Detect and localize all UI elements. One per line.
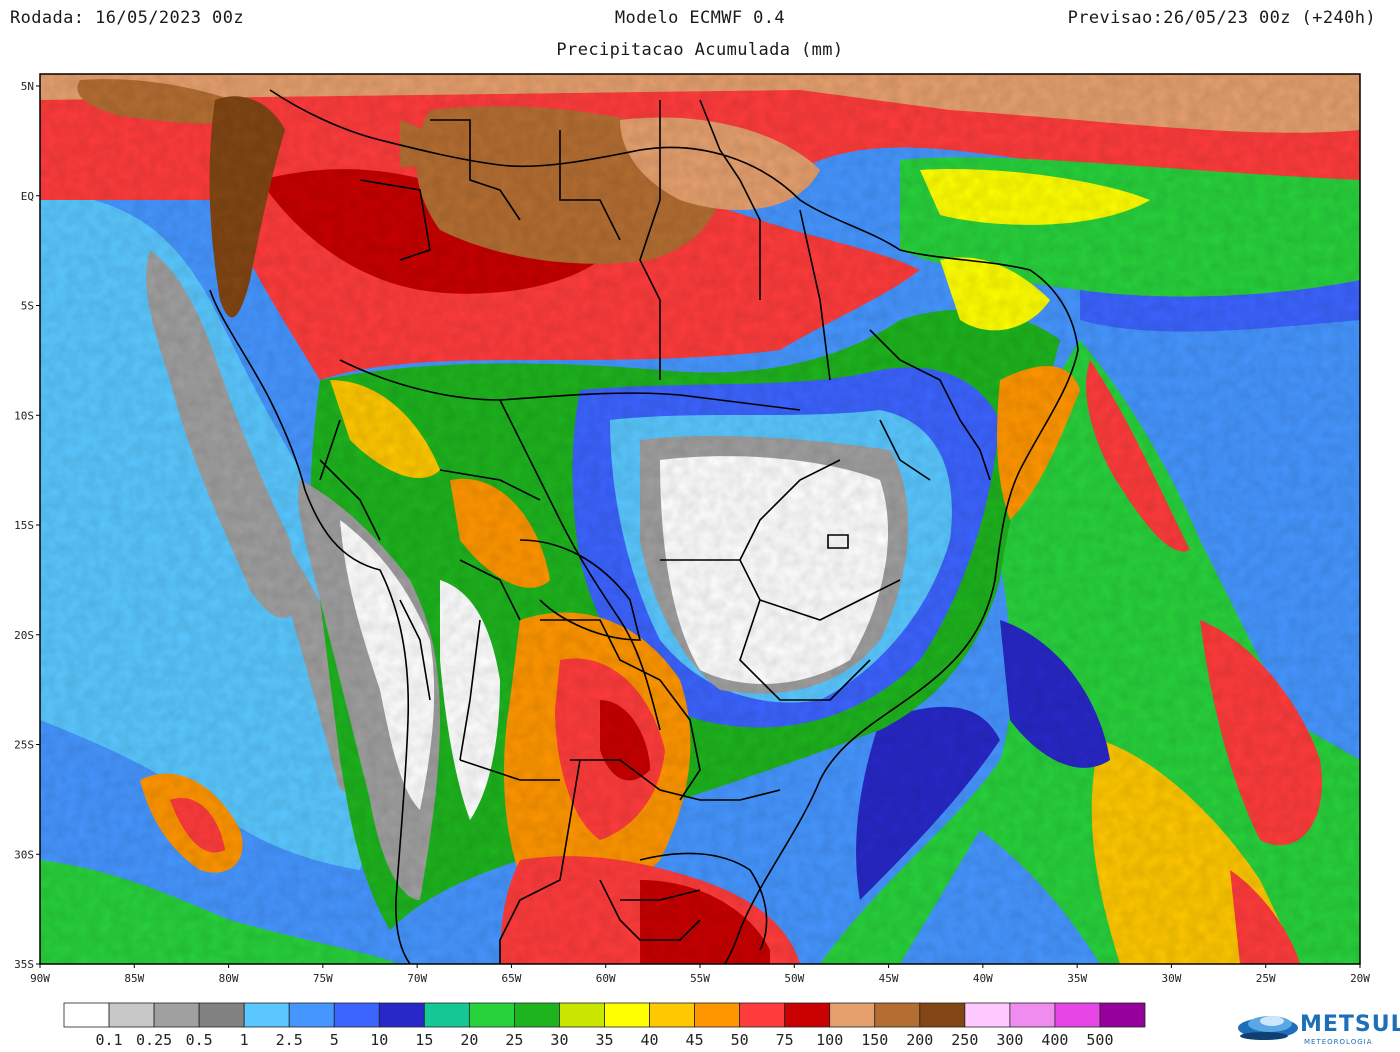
colorbar-label: 5 (330, 1031, 339, 1049)
lon-tick-label: 20W (1350, 972, 1370, 985)
colorbar-swatch (784, 1002, 831, 1028)
lon-tick-label: 90W (30, 972, 50, 985)
colorbar-label: 1 (240, 1031, 249, 1049)
colorbar-label: 0.25 (136, 1031, 172, 1049)
colorbar-label: 45 (686, 1031, 704, 1049)
colorbar-swatch (198, 1002, 245, 1028)
colorbar-swatch (739, 1002, 786, 1028)
lon-tick-label: 85W (124, 972, 144, 985)
colorbar-swatch (694, 1002, 741, 1028)
colorbar-label: 30 (550, 1031, 568, 1049)
colorbar-swatch (604, 1002, 650, 1028)
colorbar-label: 50 (731, 1031, 749, 1049)
colorbar-swatch (288, 1002, 335, 1028)
lat-tick-label: 5S (21, 300, 34, 313)
colorbar-swatch (1099, 1002, 1146, 1028)
colorbar-swatch (919, 1002, 966, 1028)
lon-tick-label: 45W (879, 972, 899, 985)
lon-tick-label: 35W (1067, 972, 1087, 985)
colorbar-swatch (649, 1002, 695, 1028)
logo-brand: METSUL (1300, 1012, 1400, 1037)
colorbar-swatch (829, 1002, 876, 1028)
lon-tick-label: 25W (1256, 972, 1276, 985)
country-boundaries (209, 89, 1079, 965)
colorbar-label: 0.1 (95, 1031, 122, 1049)
colorbar-label: 0.5 (186, 1031, 213, 1049)
lon-tick-label: 60W (596, 972, 616, 985)
colorbar-label: 300 (996, 1031, 1023, 1049)
colorbar-swatch (423, 1002, 470, 1028)
colorbar-swatch (1054, 1002, 1101, 1028)
colorbar-swatch (333, 1002, 380, 1028)
colorbar-label: 10 (370, 1031, 388, 1049)
colorbar-swatch (1009, 1002, 1056, 1028)
colorbar-swatch (874, 1002, 921, 1028)
lon-tick-label: 80W (219, 972, 239, 985)
lon-tick-label: 65W (501, 972, 521, 985)
lat-tick-label: 30S (14, 848, 34, 861)
colorbar-swatch (243, 1002, 290, 1028)
colorbar-label: 500 (1086, 1031, 1113, 1049)
model-title: Modelo ECMWF 0.4 (614, 8, 786, 28)
lat-tick-label: 20S (14, 629, 34, 642)
lon-tick-label: 30W (1161, 972, 1181, 985)
colorbar-label: 400 (1041, 1031, 1068, 1049)
globe-icon (1238, 1016, 1298, 1040)
lat-tick-label: 15S (14, 519, 34, 532)
lon-tick-label: 70W (407, 972, 427, 985)
colorbar-label: 250 (951, 1031, 978, 1049)
colorbar-label: 75 (776, 1031, 794, 1049)
colorbar-swatch (378, 1002, 425, 1028)
lat-tick-label: EQ (21, 190, 34, 203)
lat-tick-label: 10S (14, 409, 34, 422)
colorbar-swatch (468, 1002, 515, 1028)
logo-tagline: METEOROLOGIA (1304, 1038, 1373, 1046)
lat-tick-label: 25S (14, 739, 34, 752)
colorbar-label: 35 (595, 1031, 613, 1049)
colorbar-label: 200 (906, 1031, 933, 1049)
latitude-axis: 5N EQ 5S 10S 15S 20S 25S 30S 35S (14, 80, 40, 971)
metsul-logo: METSUL METEOROLOGIA (1234, 1006, 1400, 1050)
colorbar-label: 15 (415, 1031, 433, 1049)
colorbar-swatch (559, 1002, 605, 1028)
run-date-label: Rodada: 16/05/2023 00z (10, 8, 244, 28)
lon-tick-label: 50W (784, 972, 804, 985)
colorbar: 0.1 0.25 0.5 1 2.5 5 10 15 20 25 30 35 40 45 50 75 100 15… (63, 1002, 1146, 1049)
colorbar-swatch (153, 1002, 200, 1028)
lon-tick-label: 55W (690, 972, 710, 985)
colorbar-swatch (108, 1002, 155, 1028)
longitude-axis: 90W 85W 80W 75W 70W 65W 60W 55W 50W 45W 40W 35W 30W 2… (30, 964, 1370, 985)
colorbar-label: 25 (505, 1031, 523, 1049)
colorbar-label: 20 (460, 1031, 478, 1049)
lat-tick-label: 35S (14, 958, 34, 971)
colorbar-swatch (63, 1002, 110, 1028)
lat-tick-label: 5N (21, 80, 34, 93)
colorbar-swatch (964, 1002, 1011, 1028)
lon-tick-label: 40W (973, 972, 993, 985)
colorbar-label: 100 (816, 1031, 843, 1049)
forecast-time-label: Previsao:26/05/23 00z (+240h) (1067, 8, 1376, 28)
lon-tick-label: 75W (313, 972, 333, 985)
colorbar-swatch (514, 1002, 560, 1028)
colorbar-label: 40 (641, 1031, 659, 1049)
map-subtitle: Precipitacao Acumulada (mm) (556, 40, 844, 60)
colorbar-label: 150 (861, 1031, 888, 1049)
precipitation-field (40, 74, 1360, 964)
colorbar-label: 2.5 (276, 1031, 303, 1049)
